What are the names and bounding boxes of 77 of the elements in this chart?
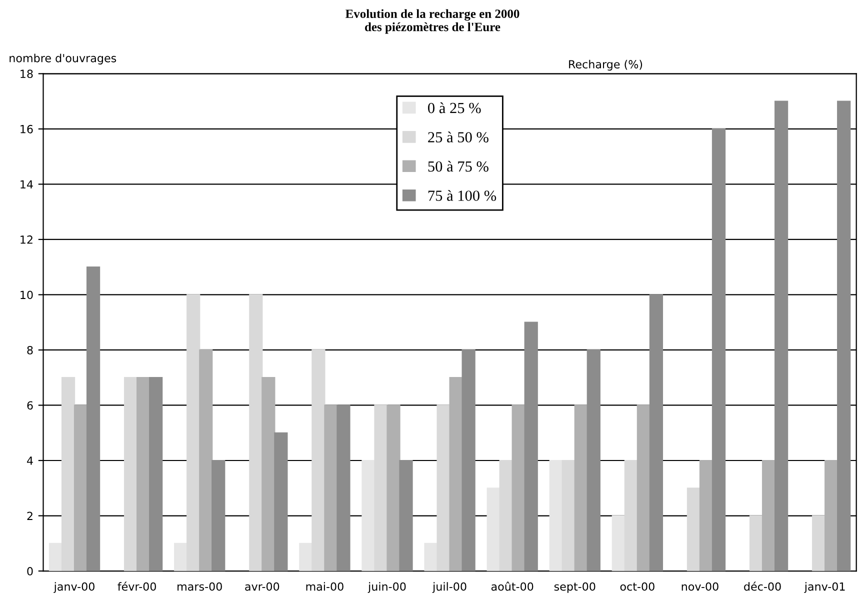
y-tick-label: 8 — [27, 346, 33, 354]
bar — [824, 460, 838, 572]
bar — [486, 488, 500, 572]
bar — [336, 404, 350, 572]
bar — [124, 377, 138, 572]
y-tick-label: 16 — [20, 124, 33, 134]
y-tick-label: 10 — [20, 290, 33, 300]
bar — [649, 294, 664, 572]
y-tick-label: 18 — [20, 70, 33, 78]
x-tick-label: juil-00 — [432, 582, 466, 593]
legend-label: 0 à 25 % — [428, 102, 481, 114]
bar — [424, 542, 438, 572]
x-tick-label: janv-00 — [54, 582, 94, 593]
x-tick-label: sept-00 — [554, 582, 596, 593]
x-tick-label: nov-00 — [682, 582, 718, 591]
y-axis-title: nombre d'ouvrages — [10, 54, 116, 64]
bar — [136, 377, 150, 572]
x-tick-label: mars-00 — [178, 582, 222, 591]
bar — [386, 404, 400, 572]
x-tick-label: déc-00 — [744, 582, 781, 591]
bar — [174, 542, 188, 572]
bar — [524, 322, 538, 572]
bar — [812, 515, 826, 572]
y-tick-label: 4 — [27, 456, 33, 465]
legend-label: 50 à 75 % — [428, 160, 488, 172]
bar — [549, 460, 563, 572]
x-tick-label: juin-00 — [368, 582, 406, 593]
bar — [636, 404, 651, 572]
y-tick-label: 14 — [20, 180, 33, 188]
x-tick-label: févr-00 — [118, 582, 156, 591]
bar — [699, 460, 714, 572]
y-tick-label: 0 — [27, 566, 33, 576]
x-tick-label: mai-00 — [306, 582, 344, 591]
bar — [562, 460, 576, 572]
bar — [586, 349, 600, 572]
bar — [436, 404, 450, 572]
bar — [399, 460, 413, 572]
bar — [612, 515, 626, 572]
legend-label: 25 à 50 % — [428, 132, 488, 142]
bar — [86, 266, 100, 572]
bar — [374, 404, 388, 572]
bar — [186, 294, 200, 572]
x-tick-label: avr-00 — [245, 582, 280, 591]
bar — [212, 460, 226, 572]
bar — [61, 377, 76, 572]
bar — [686, 488, 701, 572]
bar — [462, 349, 476, 572]
bar — [624, 460, 638, 572]
bar — [274, 432, 288, 572]
y-tick-label: 6 — [27, 401, 33, 410]
bar — [749, 515, 764, 572]
bar — [762, 460, 776, 572]
bar — [324, 404, 338, 572]
bar — [837, 100, 851, 572]
bar — [199, 349, 213, 572]
bar — [299, 542, 313, 572]
y-tick-label: 12 — [20, 235, 32, 244]
bar — [249, 294, 263, 572]
bar — [512, 404, 526, 572]
chart-title: Evolution de la recharge en 2000 des piézomètres de l'Eure — [346, 9, 520, 34]
bar — [574, 404, 588, 572]
bar — [774, 100, 788, 572]
bar — [712, 128, 726, 572]
bar — [312, 349, 326, 572]
x-tick-label: janv-01 — [804, 582, 845, 593]
bar — [449, 377, 463, 572]
legend-title: Recharge (%) — [569, 60, 642, 71]
bar — [262, 377, 276, 572]
x-tick-label: oct-00 — [620, 582, 654, 591]
bar — [362, 460, 376, 572]
bar — [149, 377, 163, 572]
x-tick-label: août-00 — [491, 582, 534, 591]
y-tick-label: 2 — [27, 512, 32, 520]
bar — [74, 404, 88, 572]
bar — [499, 460, 513, 572]
legend-label: 75 à 100 % — [428, 190, 496, 201]
bar — [48, 542, 63, 572]
